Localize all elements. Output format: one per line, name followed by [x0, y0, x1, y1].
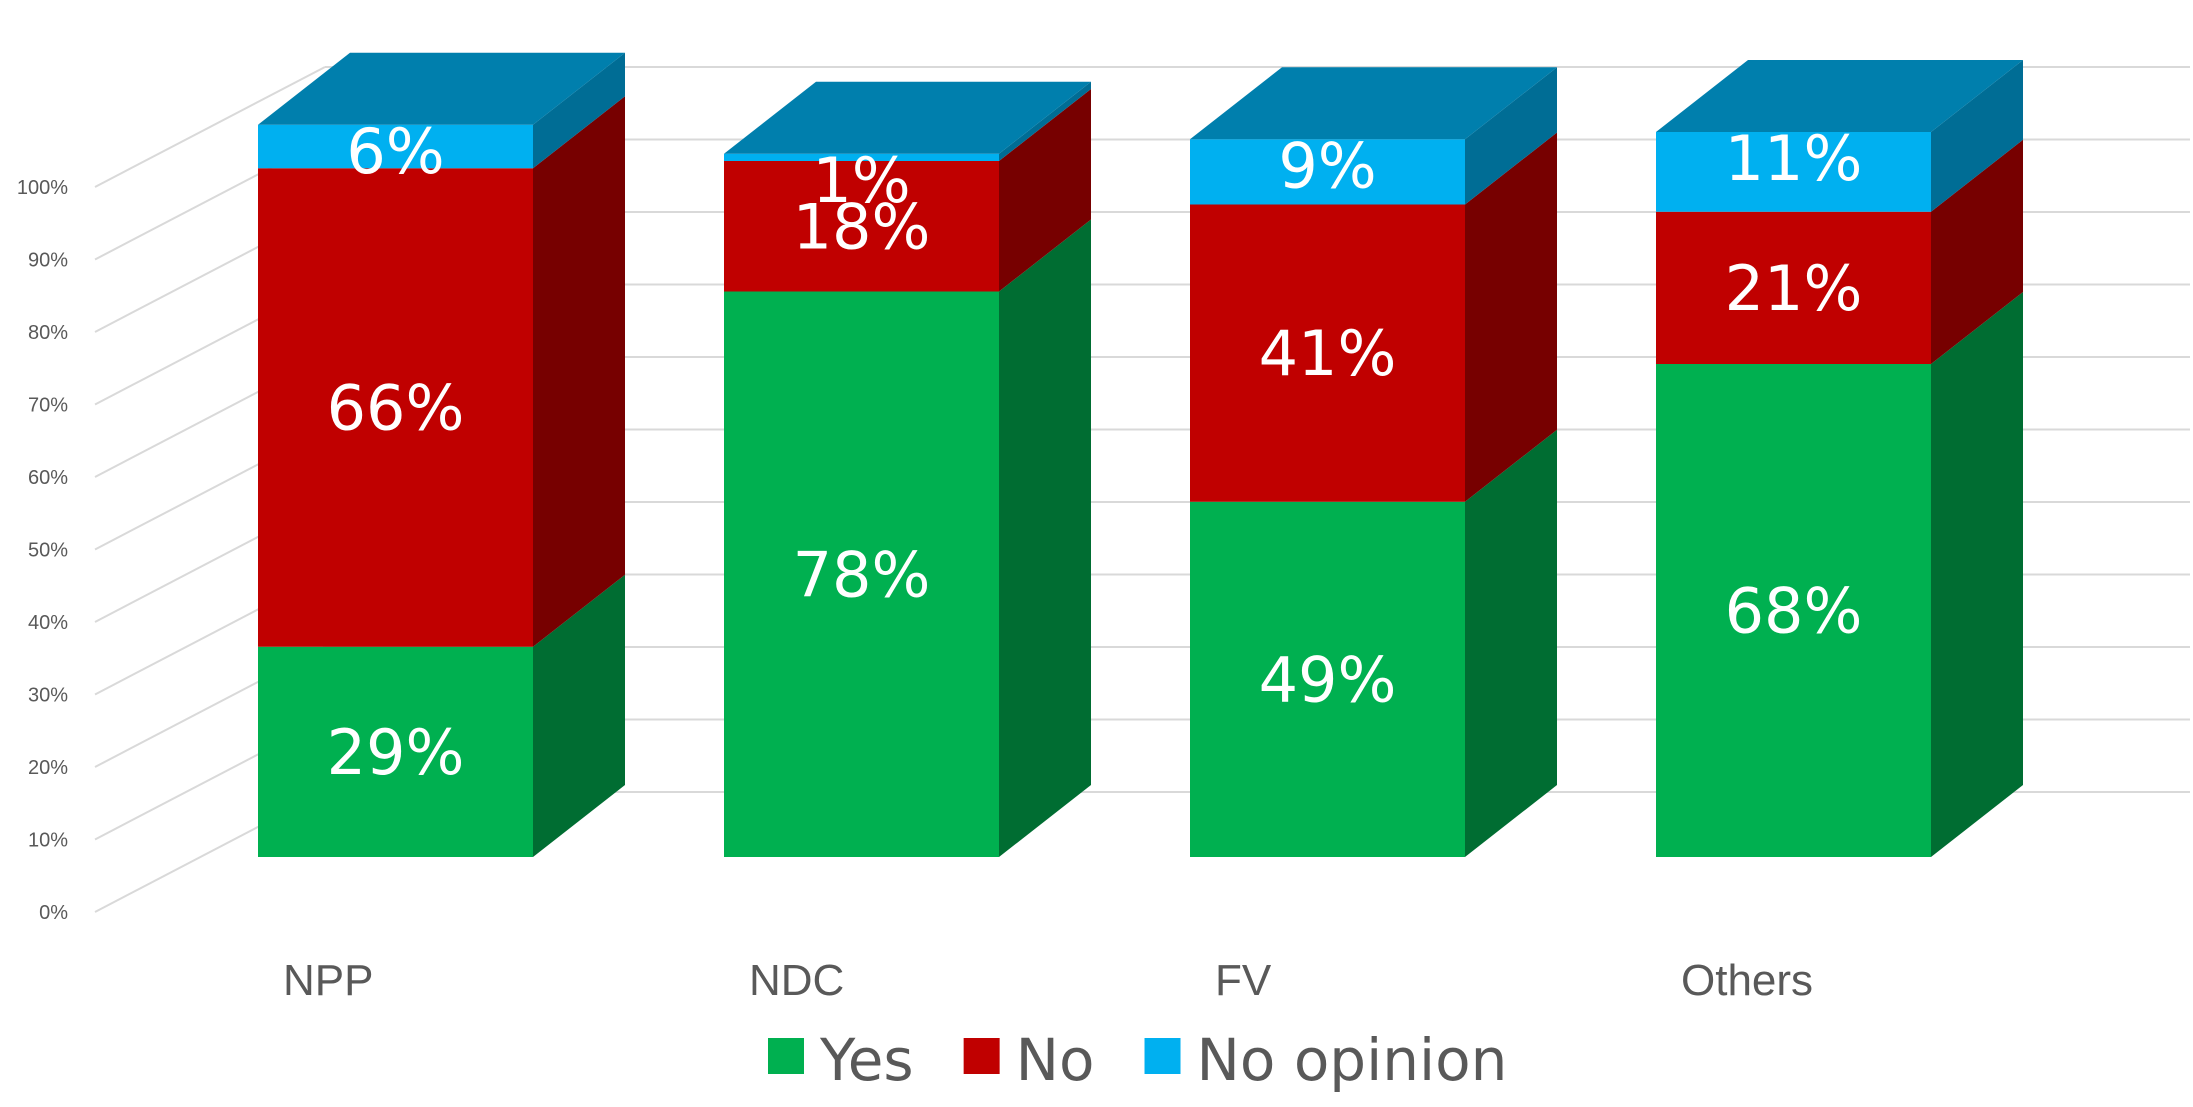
legend-swatch: [963, 1038, 1000, 1074]
data-label: 6%: [346, 115, 444, 188]
bar-side-face: [1931, 139, 2023, 364]
bar-front-face: [724, 291, 999, 857]
legend-label: Yes: [819, 1026, 914, 1094]
y-tick-label: 90%: [28, 250, 68, 272]
bar-ndc-no-opinion: 1%: [724, 81, 1091, 217]
bar-front-face: [1656, 132, 1931, 212]
y-tick-label: 40%: [28, 612, 68, 634]
y-tick-label: 50%: [28, 540, 68, 562]
data-label: 21%: [1725, 252, 1863, 325]
legend-swatch: [1144, 1038, 1181, 1074]
bar-top-face: [258, 52, 625, 125]
y-tick-label: 70%: [28, 395, 68, 417]
bar-side-face: [999, 81, 1091, 161]
bar-side-face: [1931, 60, 2023, 212]
data-label: 9%: [1278, 129, 1376, 202]
legend: Yes No No opinion: [768, 1026, 1507, 1094]
bar-front-face: [1190, 139, 1465, 205]
bar-fv-no-opinion: 9%: [1190, 67, 1557, 205]
bar-side-face: [1931, 292, 2023, 857]
bar-npp-no: 66%: [258, 96, 625, 647]
data-label: 11%: [1725, 122, 1863, 195]
data-label: 18%: [793, 190, 931, 263]
bar-others-no: 21%: [1656, 139, 2023, 364]
bar-front-face: [724, 153, 999, 161]
bar-front-face: [1190, 204, 1465, 502]
bar-ndc-yes: 78%: [724, 219, 1091, 857]
data-label: 78%: [793, 538, 931, 611]
bar-side-face: [1465, 67, 1557, 205]
legend-label: No opinion: [1197, 1026, 1508, 1094]
bar-front-face: [1190, 501, 1465, 857]
bar-npp-yes: 29%: [258, 574, 625, 857]
bar-fv-yes: 49%: [1190, 429, 1557, 857]
y-tick-label: 60%: [28, 467, 68, 489]
bar-npp-no-opinion: 6%: [258, 52, 625, 188]
bar-top-face: [724, 81, 1091, 154]
data-label: 41%: [1259, 317, 1397, 390]
bar-top-face: [1656, 60, 2023, 132]
x-axis-categories: NPP NDC FV Others: [283, 956, 1813, 1005]
bar-side-face: [1465, 429, 1557, 857]
legend-swatch: [768, 1038, 804, 1074]
bar-front-face: [1656, 211, 1931, 364]
bar-front-face: [258, 124, 533, 169]
category-label: Others: [1681, 956, 1813, 1005]
bar-front-face: [724, 161, 999, 292]
y-tick-label: 10%: [28, 830, 68, 852]
legend-item-no-opinion: No opinion: [1144, 1026, 1508, 1094]
bar-side-face: [533, 52, 625, 169]
y-tick-label: 100%: [17, 177, 68, 199]
data-label: 29%: [327, 716, 465, 789]
bar-side-face: [999, 89, 1091, 292]
bar-front-face: [258, 168, 533, 647]
legend-label: No: [1016, 1026, 1095, 1094]
bar-top-face: [1190, 67, 1557, 140]
bar-others-no-opinion: 11%: [1656, 60, 2023, 212]
category-label: FV: [1215, 956, 1272, 1005]
bars: 29% 66% 6% 78% 18%1% 49% 41% 9% 68% 21% 11%: [258, 52, 2023, 857]
bar-front-face: [1656, 364, 1931, 857]
data-label: 49%: [1259, 643, 1397, 716]
y-tick-label: 80%: [28, 322, 68, 344]
bar-side-face: [1465, 132, 1557, 502]
legend-item-yes: Yes: [768, 1026, 914, 1094]
category-label: NPP: [283, 956, 373, 1005]
bar-side-face: [533, 96, 625, 647]
data-label: 1%: [812, 144, 910, 217]
bar-side-face: [533, 574, 625, 857]
bar-others-yes: 68%: [1656, 292, 2023, 857]
bar-front-face: [258, 646, 533, 857]
bar-side-face: [999, 219, 1091, 857]
bar-ndc-no: 18%: [724, 89, 1091, 292]
legend-item-no: No: [963, 1026, 1095, 1094]
data-label: 68%: [1725, 575, 1863, 648]
y-tick-label: 0%: [39, 902, 68, 924]
gridline-diagonal: [94, 66, 326, 188]
bar-fv-no: 41%: [1190, 132, 1557, 502]
y-tick-label: 20%: [28, 757, 68, 779]
y-tick-label: 30%: [28, 685, 68, 707]
category-label: NDC: [749, 956, 844, 1005]
data-label: 66%: [327, 372, 465, 445]
y-axis-ticks: 0% 10% 20% 30% 40% 50% 60% 70% 80% 90% 100%: [17, 177, 68, 924]
